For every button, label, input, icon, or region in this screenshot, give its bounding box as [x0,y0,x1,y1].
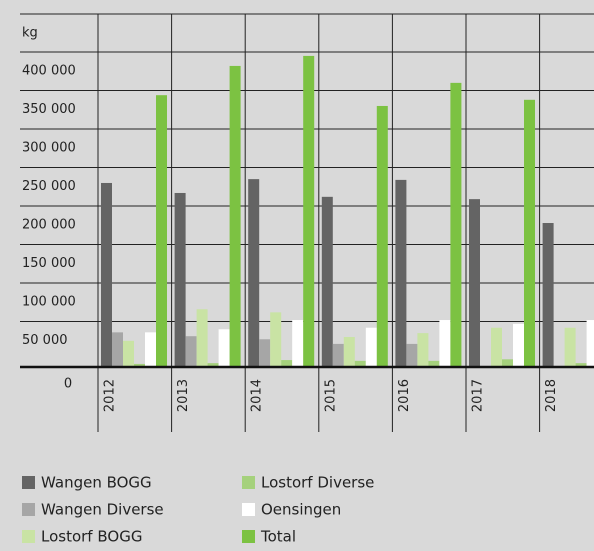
legend-label: Wangen BOGG [41,474,152,492]
bar [524,99,535,367]
legend-label: Lostorf BOGG [41,528,142,546]
x-tick-label: 2014 [250,379,265,412]
bar [417,333,429,367]
x-tick-label: 2013 [176,379,191,412]
x-tick-label: 2015 [323,379,338,412]
legend-swatch [22,530,35,543]
y-tick-label: 250 000 [22,179,76,194]
bar [207,363,219,367]
bar [502,359,513,367]
x-tick-label: 2012 [103,379,118,412]
bar [343,336,355,367]
bar [439,320,451,367]
legend-swatch [242,503,255,516]
legend-label: Wangen Diverse [41,501,164,519]
bar [134,363,145,367]
y-tick-label: 400 000 [22,64,76,79]
bar [156,95,167,367]
legend-swatch [22,476,35,489]
bar [332,343,344,367]
bar [292,320,304,367]
bar [513,323,524,367]
y-tick-label: 200 000 [22,218,76,233]
y-tick-label: 150 000 [22,256,76,271]
bar [575,363,587,367]
legend-swatch [242,476,255,489]
bar [586,320,594,367]
bar [229,65,241,368]
x-tick-label: 2017 [471,379,486,412]
bar [281,360,293,367]
bar [354,360,366,367]
bar [406,343,418,367]
bar [112,332,123,367]
y-tick-label: 50 000 [22,333,68,348]
bar [145,332,156,367]
bar [491,327,502,367]
bar [218,329,230,367]
y-axis-label: kg [22,26,38,41]
legend-label: Lostorf Diverse [261,474,374,492]
x-tick-label: 2016 [397,379,412,412]
legend-label: Oensingen [261,501,341,519]
bar [196,309,208,367]
bar [428,360,440,367]
bar [564,327,576,367]
x-tick-label: 2018 [544,379,559,412]
bar [248,179,260,367]
y-tick-label: 300 000 [22,141,76,156]
y-tick-label: 350 000 [22,102,76,117]
y-tick-label: 100 000 [22,295,76,310]
bar [376,105,388,367]
legend-swatch [22,503,35,516]
bar [542,223,554,367]
bar [303,55,315,368]
bar [123,340,134,367]
bar [469,199,480,367]
bar [185,336,197,367]
bar [101,182,112,367]
bar [365,327,377,367]
bar [270,312,282,367]
legend-swatch [242,530,255,543]
bar [395,179,407,367]
legend-label: Total [260,528,296,546]
bar [259,339,271,367]
bar [174,192,186,367]
bar [321,196,333,367]
y-tick-label: 0 [64,377,72,392]
bar [450,82,462,368]
